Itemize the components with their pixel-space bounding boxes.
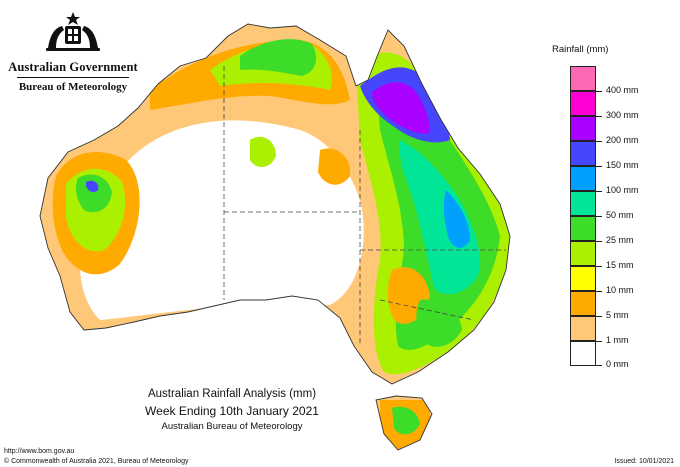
legend-tick [596,141,602,142]
legend-tick [596,341,602,342]
legend-tick [596,365,602,366]
state-borders [223,66,506,346]
caption-title: Australian Rainfall Analysis (mm) [147,388,317,400]
legend-swatch [570,91,596,116]
agency-name: Bureau of Meteorology [18,81,128,93]
legend-swatch [570,191,596,216]
legend-swatch [570,66,596,91]
legend-swatch [570,266,596,291]
footer-copyright: © Commonwealth of Australia 2021, Bureau… [4,458,189,465]
legend-label: 5 mm [606,310,629,320]
legend-swatch [570,166,596,191]
legend-tick [596,266,602,267]
legend-tick [596,191,602,192]
legend-tick [596,216,602,217]
logo-divider [17,77,129,78]
legend-swatch [570,116,596,141]
legend-tick [596,166,602,167]
legend-title: Rainfall (mm) [552,44,609,55]
shade-east-50mm [399,140,480,295]
shade-vic-25mm [416,299,462,347]
legend-tick [596,91,602,92]
government-name: Australian Government [8,60,138,74]
caption-period: Week Ending 10th January 2021 [145,404,319,418]
legend-label: 10 mm [606,285,634,295]
government-logo: Australian Government Bureau of Meteorol… [8,8,138,93]
legend-label: 400 mm [606,85,639,95]
caption-agency: Australian Bureau of Meteorology [161,421,303,432]
legend-label: 150 mm [606,160,639,170]
shade-qld-300mm [372,82,430,134]
legend-swatch [570,291,596,316]
shade-north-25mm [240,39,317,76]
shade-wa-25mm [76,174,112,213]
legend-label: 100 mm [606,185,639,195]
legend-swatch [570,141,596,166]
shade-nt-pocket [250,136,276,168]
legend-tick [596,316,602,317]
legend-label: 200 mm [606,135,639,145]
legend-label: 50 mm [606,210,634,220]
coastline [39,23,511,451]
legend-tick [596,291,602,292]
footer-url: http://www.bom.gov.au [4,448,75,455]
legend-label: 0 mm [606,359,629,369]
coat-of-arms-icon [46,12,100,51]
shade-east-100mm [443,190,470,248]
legend-tick [596,241,602,242]
footer-issued: Issued: 10/01/2021 [614,458,674,465]
legend-swatch [570,341,596,366]
legend-label: 15 mm [606,260,634,270]
legend-swatch [570,241,596,266]
legend-tick [596,116,602,117]
legend-label: 300 mm [606,110,639,120]
shade-nt-east-pocket [318,148,351,185]
rainfall-map [39,23,511,451]
legend-swatch [570,216,596,241]
shade-wa-150mm [86,180,99,193]
legend-label: 1 mm [606,335,629,345]
shade-tasmania-25mm [392,406,420,435]
legend-label: 25 mm [606,235,634,245]
shade-dry-interior [79,120,364,320]
legend-swatch [570,316,596,341]
